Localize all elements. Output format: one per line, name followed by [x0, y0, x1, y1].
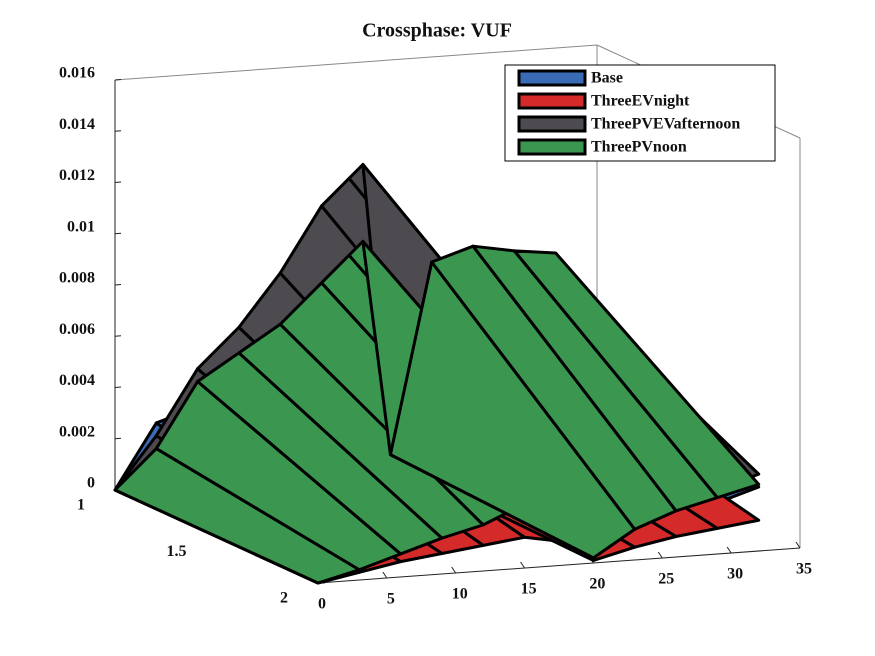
- surface-patch: [512, 249, 761, 500]
- frame-line: [114, 44, 598, 81]
- y-tick-label: 1: [77, 497, 85, 514]
- x-tick: [451, 566, 457, 574]
- z-tick: [114, 130, 122, 132]
- y-tick-label: 1.5: [167, 543, 187, 560]
- z-tick-label: 0.008: [59, 270, 95, 287]
- legend-swatch: [517, 69, 587, 87]
- z-tick-label: 0.012: [59, 167, 95, 184]
- z-tick-label: 0: [87, 475, 95, 492]
- x-tick-label: 0: [318, 596, 326, 613]
- legend-swatch: [517, 138, 587, 156]
- z-tick: [114, 284, 122, 286]
- chart-title: Crossphase: VUF: [362, 20, 512, 42]
- z-tick-label: 0.014: [59, 116, 95, 133]
- z-tick: [114, 437, 122, 440]
- z-tick: [114, 79, 122, 81]
- surface: [113, 239, 761, 585]
- legend-label: ThreeEVnight: [591, 93, 690, 110]
- legend-label: ThreePVEVafternoon: [591, 116, 740, 133]
- z-tick-label: 0.01: [67, 218, 95, 235]
- x-tick-label: 15: [521, 581, 537, 598]
- x-tick-label: 30: [727, 566, 743, 583]
- x-tick-label: 20: [589, 576, 605, 593]
- z-tick: [114, 181, 122, 183]
- legend: Base ThreeEVnight ThreePVEVafternoon ThreeP…: [504, 64, 776, 162]
- z-tick: [114, 232, 122, 235]
- x-tick-label: 10: [452, 586, 468, 603]
- x-axis: [317, 547, 801, 584]
- z-tick: [114, 335, 122, 337]
- legend-swatch: [517, 115, 587, 133]
- z-tick-label: 0.016: [59, 65, 95, 82]
- x-tick: [657, 551, 663, 559]
- y-tick-label: 2: [280, 590, 288, 607]
- z-tick-label: 0.002: [59, 423, 95, 440]
- x-tick: [726, 546, 732, 554]
- x-tick-label: 35: [796, 561, 812, 578]
- x-tick-label: 25: [658, 571, 674, 588]
- x-tick: [520, 561, 525, 569]
- legend-label: ThreePVnoon: [591, 139, 687, 156]
- z-tick: [114, 386, 122, 388]
- x-tick-label: 5: [387, 591, 395, 608]
- x-tick: [382, 571, 388, 579]
- x-tick: [795, 541, 801, 549]
- z-tick-label: 0.006: [59, 321, 95, 338]
- legend-label: Base: [591, 70, 623, 87]
- legend-swatch: [517, 92, 587, 110]
- z-tick-label: 0.004: [59, 372, 95, 389]
